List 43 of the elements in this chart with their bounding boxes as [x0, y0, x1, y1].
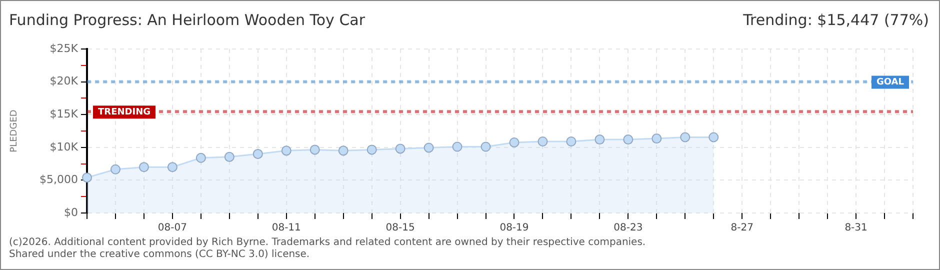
- ref-line-label: GOAL: [876, 78, 904, 88]
- x-tick-label: 08-23: [614, 222, 643, 234]
- chart-title: Funding Progress: An Heirloom Wooden Toy Car: [9, 11, 366, 29]
- point: [594, 134, 605, 145]
- y-tick-label: $10K: [50, 140, 79, 154]
- text: Shared under the creative commons (CC BY-NC 3.0) license.: [9, 249, 311, 261]
- point: [708, 132, 719, 142]
- point: [566, 136, 576, 146]
- point: [167, 162, 178, 172]
- y-tick-label: $20K: [50, 74, 79, 88]
- point: [338, 146, 348, 156]
- point: [538, 136, 548, 146]
- point: [652, 134, 662, 144]
- ref-line-label: TRENDING: [98, 108, 150, 118]
- x-tick-label: 08-11: [272, 222, 301, 234]
- y-axis-title: PLEDGED: [10, 110, 20, 152]
- x-tick-label: 08-07: [158, 222, 187, 234]
- y-tick-label: $0: [64, 206, 78, 219]
- point: [252, 148, 263, 159]
- text: Trending: $15,447 (77%): [743, 11, 929, 29]
- point: [281, 146, 292, 156]
- point: [110, 164, 120, 174]
- point: [366, 144, 377, 155]
- y-tick-label: $5,000: [40, 173, 78, 186]
- x-tick-label: 08-19: [500, 222, 529, 234]
- point: [424, 142, 434, 153]
- y-tick-label: $25K: [50, 42, 79, 55]
- point: [196, 152, 206, 163]
- point: [310, 144, 320, 155]
- point: [509, 137, 520, 148]
- x-tick-label: 08-15: [386, 222, 415, 234]
- point: [224, 152, 234, 162]
- point: [452, 142, 462, 152]
- point: [480, 142, 491, 152]
- point: [395, 144, 406, 154]
- point: [82, 172, 92, 183]
- point: [680, 132, 690, 142]
- x-tick-label: 8-27: [730, 222, 754, 234]
- y-tick-label: $15K: [50, 107, 79, 120]
- point: [138, 162, 149, 172]
- x-tick-label: 8-31: [844, 222, 868, 234]
- text: (c)2026. Additional content provided by Rich Byrne. Trademarks and related content are owned by their respective companies.: [9, 237, 647, 249]
- point: [623, 134, 634, 145]
